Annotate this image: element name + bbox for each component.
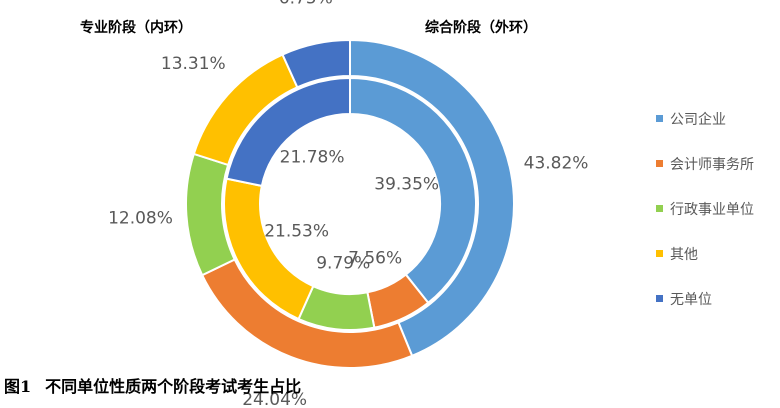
legend-swatch — [656, 250, 663, 257]
figure-caption: 图1 不同单位性质两个阶段考试考生占比 — [4, 373, 301, 397]
outer-ring-data-label: 43.82% — [524, 153, 589, 173]
legend-label: 行政事业单位 — [670, 201, 754, 218]
legend-label: 会计师事务所 — [670, 156, 754, 173]
legend-swatch — [656, 295, 663, 302]
legend-swatch — [656, 205, 663, 212]
outer-ring-data-label: 24.04% — [242, 390, 307, 408]
labels-group: 43.82% 24.04% 12.08% 13.31% 6.75% 39.35% 7.56%… — [108, 0, 588, 408]
slices-group — [185, 38, 515, 369]
legend-item: 无单位 — [656, 276, 754, 321]
outer-ring-heading: 综合阶段（外环） — [425, 20, 537, 36]
inner-ring-data-label: 9.79% — [316, 254, 370, 274]
inner-ring-data-label: 21.53% — [264, 221, 329, 241]
inner-ring-data-label: 39.35% — [374, 174, 439, 194]
legend: 公司企业 会计师事务所 行政事业单位 其他 无单位 — [656, 96, 754, 321]
figure-number: 图1 — [4, 377, 32, 396]
outer-ring-data-label: 12.08% — [108, 209, 173, 229]
inner-ring-data-label: 7.56% — [348, 248, 402, 268]
legend-swatch — [656, 115, 663, 122]
inner-ring-data-label: 21.78% — [280, 148, 345, 168]
inner-ring-slice — [225, 76, 351, 188]
legend-swatch — [656, 160, 663, 167]
outer-ring-slice — [349, 38, 515, 358]
legend-label: 公司企业 — [670, 111, 726, 128]
legend-label: 无单位 — [670, 291, 712, 308]
legend-label: 其他 — [670, 246, 698, 263]
legend-item: 行政事业单位 — [656, 186, 754, 231]
inner-ring-slice — [349, 76, 477, 305]
legend-item: 公司企业 — [656, 96, 754, 141]
inner-ring-heading: 专业阶段（内环） — [80, 20, 192, 36]
figure-caption-text: 不同单位性质两个阶段考试考生占比 — [45, 377, 302, 396]
legend-item: 会计师事务所 — [656, 141, 754, 186]
outer-ring-slice — [281, 38, 351, 89]
outer-ring-data-label: 6.75% — [279, 0, 333, 9]
legend-item: 其他 — [656, 231, 754, 276]
outer-ring-data-label: 13.31% — [161, 54, 226, 74]
